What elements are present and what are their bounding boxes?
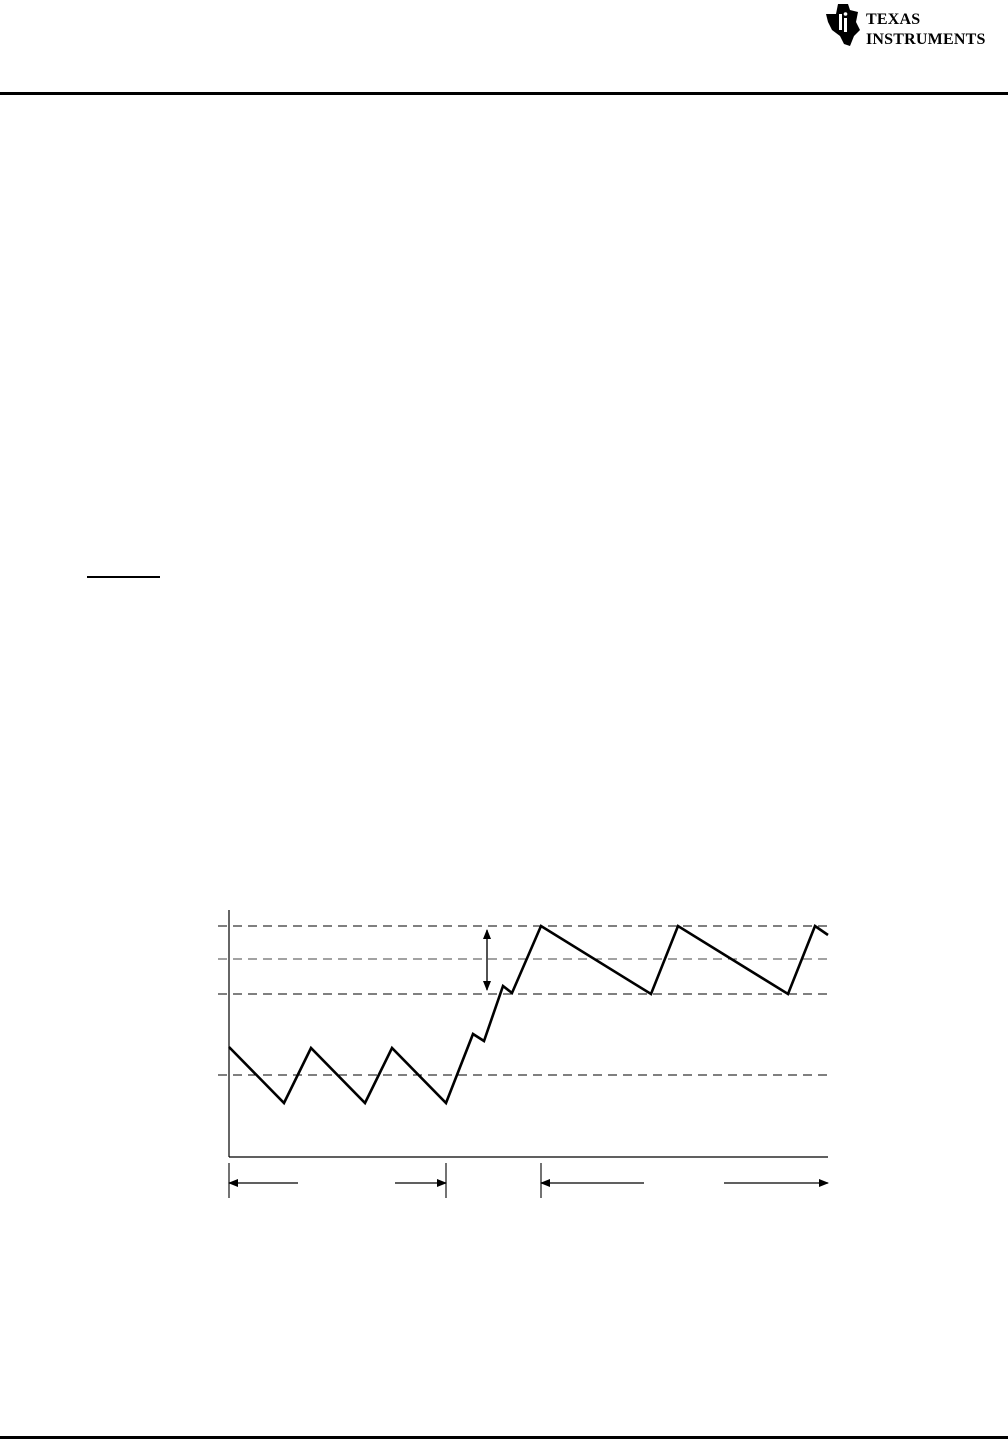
footer-rule xyxy=(0,1436,1008,1439)
logo-line1: TEXAS xyxy=(866,11,920,28)
ti-state-logo-icon: TEXAS INSTRUMENTS xyxy=(826,4,986,48)
logo-line2: INSTRUMENTS xyxy=(866,31,986,48)
underline-rule xyxy=(87,576,160,578)
header-rule xyxy=(0,92,1008,95)
waveform-trace xyxy=(228,924,829,1106)
ti-logo: TEXAS INSTRUMENTS xyxy=(822,0,1008,52)
